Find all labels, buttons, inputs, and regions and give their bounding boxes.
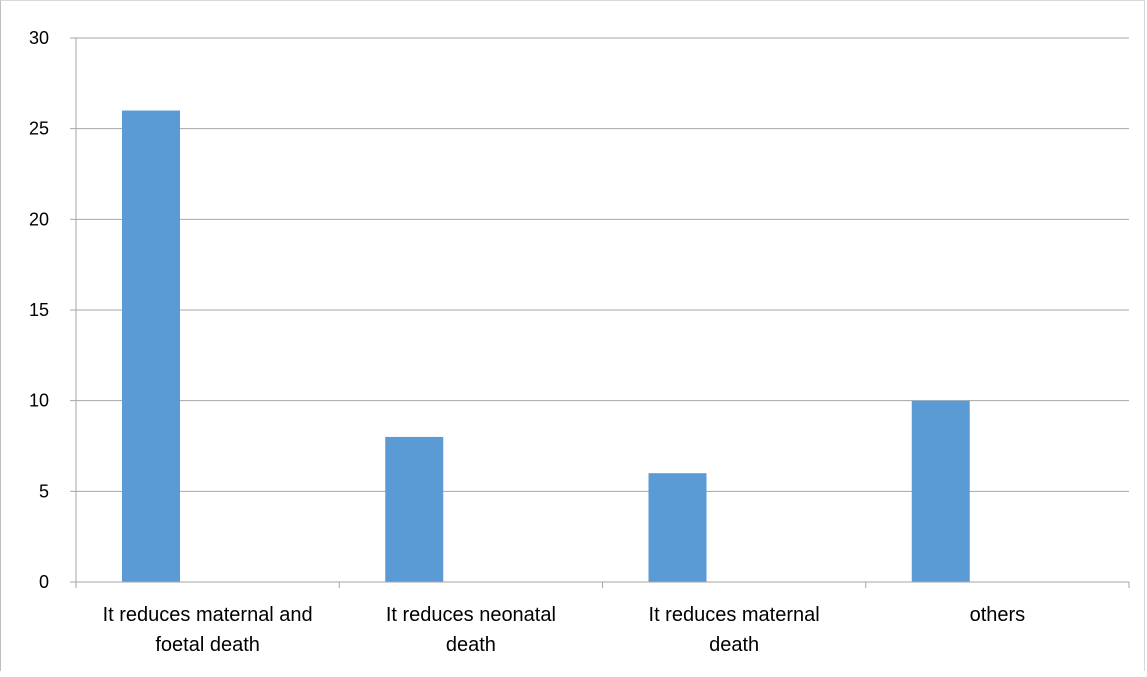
x-tick-label: It reduces neonatal death [386,604,556,656]
bar [122,110,180,583]
x-tick-label-line: It reduces maternal [649,604,820,626]
bar [911,400,970,582]
y-tick-label: 15 [29,300,49,320]
x-tick-label: others [970,604,1026,626]
y-tick-label: 5 [39,481,49,501]
bar [648,473,707,582]
y-tick-label: 25 [29,119,49,139]
x-tick-label-line: death [446,634,496,656]
y-tick-labels: 0 5 10 15 20 25 30 [29,28,49,592]
x-tick-label-line: It reduces neonatal [386,604,556,626]
x-tick-label-line: others [970,604,1026,626]
x-tick-label-line: death [709,634,759,656]
x-tick-label: It reduces maternal death [649,604,820,656]
axes [70,37,1130,588]
y-tick-label: 0 [39,572,49,592]
x-tick-label: It reduces maternal and foetal death [103,604,313,656]
y-tick-label: 10 [29,391,49,411]
x-tick-label-line: It reduces maternal and [103,604,313,626]
x-tick-label-line: foetal death [155,634,260,656]
y-tick-label: 20 [29,209,49,229]
y-tick-label: 30 [29,28,49,48]
bar [385,436,444,582]
gridlines [76,37,1129,492]
bars [122,110,970,583]
